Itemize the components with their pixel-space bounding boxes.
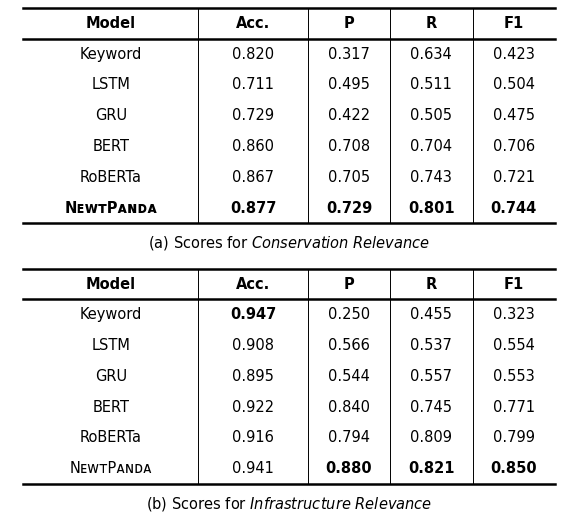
Text: 0.729: 0.729 [232,108,274,123]
Text: Acc.: Acc. [236,277,270,292]
Text: BERT: BERT [92,400,129,414]
Text: 0.475: 0.475 [492,108,535,123]
Text: 0.880: 0.880 [325,461,372,476]
Text: R: R [425,16,437,31]
Text: 0.947: 0.947 [230,307,276,322]
Text: 0.706: 0.706 [492,139,535,154]
Text: 0.704: 0.704 [410,139,453,154]
Text: 0.544: 0.544 [328,369,370,384]
Text: 0.455: 0.455 [410,307,452,322]
Text: P: P [343,16,354,31]
Text: (a) Scores for $\it{Conservation\ Relevance}$: (a) Scores for $\it{Conservation\ Releva… [148,235,430,252]
Text: 0.511: 0.511 [410,78,452,93]
Text: 0.553: 0.553 [493,369,535,384]
Text: 0.504: 0.504 [492,78,535,93]
Text: 0.729: 0.729 [326,201,372,215]
Text: NᴇᴡᴛPᴀɴᴅᴀ: NᴇᴡᴛPᴀɴᴅᴀ [69,461,152,476]
Text: 0.821: 0.821 [408,461,454,476]
Text: 0.895: 0.895 [232,369,274,384]
Text: 0.743: 0.743 [410,170,452,185]
Text: 0.505: 0.505 [410,108,453,123]
Text: 0.566: 0.566 [328,338,370,353]
Text: 0.323: 0.323 [493,307,535,322]
Text: 0.745: 0.745 [410,400,453,414]
Text: 0.867: 0.867 [232,170,274,185]
Text: Keyword: Keyword [80,307,142,322]
Text: 0.317: 0.317 [328,47,370,62]
Text: RoBERTa: RoBERTa [80,170,142,185]
Text: 0.820: 0.820 [232,47,274,62]
Text: F1: F1 [503,277,524,292]
Text: NᴇᴡᴛPᴀɴᴅᴀ: NᴇᴡᴛPᴀɴᴅᴀ [64,201,157,215]
Text: LSTM: LSTM [91,78,130,93]
Text: (b) Scores for $\it{Infrastructure\ Relevance}$: (b) Scores for $\it{Infrastructure\ Rele… [146,495,432,513]
Text: 0.922: 0.922 [232,400,274,414]
Text: 0.495: 0.495 [328,78,370,93]
Text: 0.634: 0.634 [410,47,452,62]
Text: 0.721: 0.721 [492,170,535,185]
Text: 0.711: 0.711 [232,78,274,93]
Text: P: P [343,277,354,292]
Text: 0.705: 0.705 [328,170,370,185]
Text: 0.941: 0.941 [232,461,274,476]
Text: 0.771: 0.771 [492,400,535,414]
Text: 0.554: 0.554 [493,338,535,353]
Text: F1: F1 [503,16,524,31]
Text: 0.422: 0.422 [328,108,370,123]
Text: 0.860: 0.860 [232,139,274,154]
Text: Model: Model [86,277,136,292]
Text: GRU: GRU [95,369,127,384]
Text: 0.908: 0.908 [232,338,274,353]
Text: 0.801: 0.801 [408,201,455,215]
Text: Acc.: Acc. [236,16,270,31]
Text: 0.423: 0.423 [493,47,535,62]
Text: BERT: BERT [92,139,129,154]
Text: R: R [425,277,437,292]
Text: 0.799: 0.799 [492,430,535,445]
Text: LSTM: LSTM [91,338,130,353]
Text: 0.537: 0.537 [410,338,452,353]
Text: Model: Model [86,16,136,31]
Text: 0.557: 0.557 [410,369,453,384]
Text: 0.708: 0.708 [328,139,370,154]
Text: 0.916: 0.916 [232,430,274,445]
Text: 0.250: 0.250 [328,307,370,322]
Text: RoBERTa: RoBERTa [80,430,142,445]
Text: 0.877: 0.877 [230,201,276,215]
Text: 0.794: 0.794 [328,430,370,445]
Text: 0.850: 0.850 [490,461,537,476]
Text: 0.744: 0.744 [491,201,537,215]
Text: Keyword: Keyword [80,47,142,62]
Text: 0.809: 0.809 [410,430,453,445]
Text: 0.840: 0.840 [328,400,370,414]
Text: GRU: GRU [95,108,127,123]
